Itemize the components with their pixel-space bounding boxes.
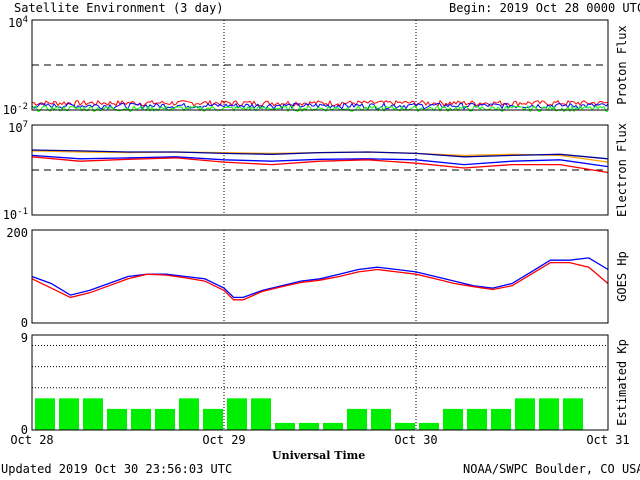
kp-bar [35, 398, 55, 430]
begin-time: Begin: 2019 Oct 28 0000 UTC [449, 1, 640, 15]
series-line [31, 149, 609, 160]
kp-bar [131, 408, 151, 430]
kp-bar [395, 422, 415, 430]
y-axis-label: Electron Flux [615, 123, 629, 217]
kp-bar [203, 408, 223, 430]
plot-title: Satellite Environment (3 day) [14, 1, 224, 15]
kp-bar [107, 408, 127, 430]
y-tick-bottom: 10-2 [3, 102, 28, 117]
panel-frame [31, 229, 609, 324]
updated-timestamp: Updated 2019 Oct 30 23:56:03 UTC [1, 462, 233, 476]
kp-bar [323, 422, 343, 430]
y-tick-bottom: 0 [21, 316, 28, 330]
y-tick-bottom: 10-1 [3, 207, 28, 222]
y-tick-bottom-exponent: -1 [17, 207, 28, 217]
kp-bar [155, 408, 175, 430]
kp-bar [275, 422, 295, 430]
y-tick-top: 200 [6, 226, 28, 240]
x-tick-label: Oct 31 [586, 433, 629, 447]
series-line [31, 154, 609, 168]
y-axis-label: Proton Flux [615, 25, 629, 104]
x-tick-label: Oct 30 [394, 433, 437, 447]
panel-frame [31, 19, 609, 111]
kp-bar [299, 422, 319, 430]
x-axis-label: Universal Time [272, 449, 366, 462]
y-tick-top: 9 [21, 331, 28, 345]
x-tick-label: Oct 29 [202, 433, 245, 447]
y-tick-bottom-exponent: -2 [17, 102, 28, 112]
kp-bar [515, 398, 535, 430]
credit: NOAA/SWPC Boulder, CO USA [463, 462, 640, 476]
kp-bar [491, 408, 511, 430]
kp-bar [179, 398, 199, 430]
y-tick-top: 107 [8, 120, 28, 135]
proton-series-line [31, 104, 608, 113]
y-tick-bottom: 0 [21, 423, 28, 437]
kp-bar [251, 398, 271, 430]
kp-bar [539, 398, 559, 430]
y-axis-label: GOES Hp [615, 251, 629, 302]
y-tick-top-exponent: 7 [23, 120, 28, 130]
kp-bar [563, 398, 583, 430]
panel-frame [31, 334, 609, 431]
y-axis-label: Estimated Kp [615, 339, 629, 426]
series-line [31, 156, 609, 174]
kp-bar [83, 398, 103, 430]
series-line [31, 261, 609, 301]
kp-bar [419, 422, 439, 430]
kp-bar [467, 408, 487, 430]
series-line [31, 257, 609, 299]
proton-series-line [31, 99, 609, 108]
kp-bar [347, 408, 367, 430]
y-tick-top: 104 [8, 15, 28, 30]
y-tick-top-exponent: 4 [23, 15, 28, 25]
kp-bar [371, 408, 391, 430]
kp-bar [227, 398, 247, 430]
panel-frame [31, 124, 609, 216]
kp-bar [443, 408, 463, 430]
x-tick-label: Oct 28 [10, 433, 53, 447]
kp-bar [59, 398, 79, 430]
